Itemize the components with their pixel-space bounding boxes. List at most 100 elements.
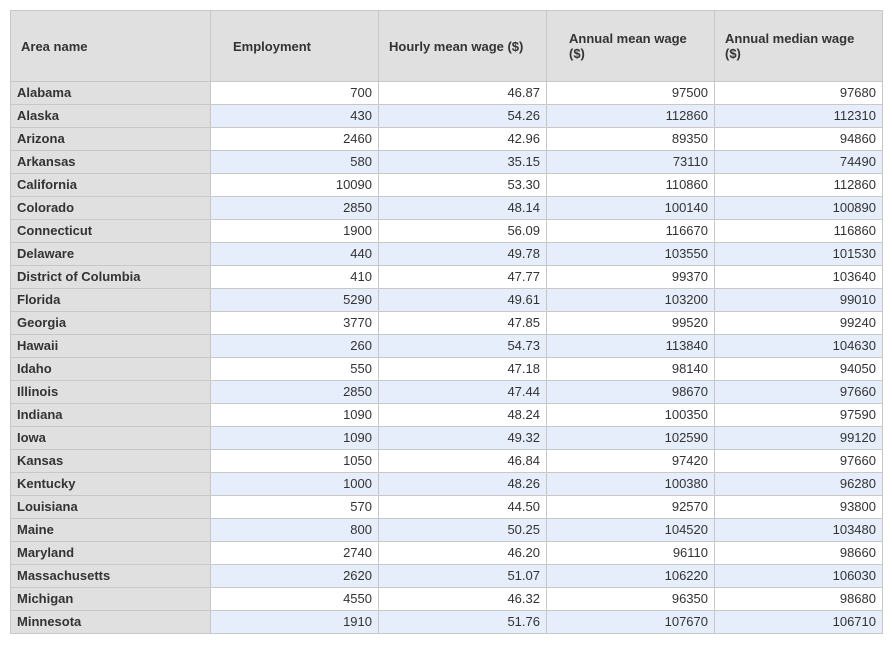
cell-hourly-mean: 46.32: [379, 588, 547, 611]
cell-employment: 1050: [211, 450, 379, 473]
cell-hourly-mean: 47.77: [379, 266, 547, 289]
cell-annual-median: 94860: [715, 128, 883, 151]
cell-annual-median: 96280: [715, 473, 883, 496]
cell-employment: 1910: [211, 611, 379, 634]
table-header: Area name Employment Hourly mean wage ($…: [11, 11, 883, 82]
col-hourly-mean-wage[interactable]: Hourly mean wage ($): [379, 11, 547, 82]
cell-hourly-mean: 49.61: [379, 289, 547, 312]
cell-annual-median: 101530: [715, 243, 883, 266]
table-row: Delaware44049.78103550101530: [11, 243, 883, 266]
cell-hourly-mean: 44.50: [379, 496, 547, 519]
table-row: Georgia377047.859952099240: [11, 312, 883, 335]
table-row: Indiana109048.2410035097590: [11, 404, 883, 427]
cell-employment: 3770: [211, 312, 379, 335]
cell-area-name: Illinois: [11, 381, 211, 404]
cell-annual-mean: 103200: [547, 289, 715, 312]
cell-hourly-mean: 51.76: [379, 611, 547, 634]
cell-annual-mean: 112860: [547, 105, 715, 128]
cell-hourly-mean: 46.84: [379, 450, 547, 473]
cell-employment: 430: [211, 105, 379, 128]
table-row: Kansas105046.849742097660: [11, 450, 883, 473]
cell-annual-median: 99120: [715, 427, 883, 450]
cell-annual-median: 97660: [715, 450, 883, 473]
cell-employment: 1090: [211, 427, 379, 450]
cell-area-name: California: [11, 174, 211, 197]
cell-annual-mean: 96110: [547, 542, 715, 565]
cell-hourly-mean: 47.44: [379, 381, 547, 404]
cell-annual-mean: 97420: [547, 450, 715, 473]
cell-area-name: Indiana: [11, 404, 211, 427]
cell-annual-mean: 102590: [547, 427, 715, 450]
cell-hourly-mean: 49.32: [379, 427, 547, 450]
cell-hourly-mean: 51.07: [379, 565, 547, 588]
cell-area-name: Arizona: [11, 128, 211, 151]
cell-annual-median: 94050: [715, 358, 883, 381]
cell-employment: 2850: [211, 197, 379, 220]
col-employment[interactable]: Employment: [211, 11, 379, 82]
table-row: Maryland274046.209611098660: [11, 542, 883, 565]
cell-area-name: Connecticut: [11, 220, 211, 243]
cell-employment: 1090: [211, 404, 379, 427]
cell-hourly-mean: 54.26: [379, 105, 547, 128]
cell-annual-median: 112310: [715, 105, 883, 128]
table-row: Arkansas58035.157311074490: [11, 151, 883, 174]
cell-employment: 2620: [211, 565, 379, 588]
table-row: Maine80050.25104520103480: [11, 519, 883, 542]
table-row: Michigan455046.329635098680: [11, 588, 883, 611]
cell-area-name: Maine: [11, 519, 211, 542]
cell-annual-mean: 99370: [547, 266, 715, 289]
table-row: Minnesota191051.76107670106710: [11, 611, 883, 634]
col-annual-median-wage[interactable]: Annual median wage ($): [715, 11, 883, 82]
cell-area-name: Minnesota: [11, 611, 211, 634]
cell-hourly-mean: 48.14: [379, 197, 547, 220]
cell-area-name: Kentucky: [11, 473, 211, 496]
cell-employment: 700: [211, 82, 379, 105]
cell-annual-mean: 107670: [547, 611, 715, 634]
cell-employment: 570: [211, 496, 379, 519]
cell-annual-mean: 98140: [547, 358, 715, 381]
cell-area-name: Florida: [11, 289, 211, 312]
cell-annual-mean: 110860: [547, 174, 715, 197]
cell-employment: 800: [211, 519, 379, 542]
cell-annual-mean: 103550: [547, 243, 715, 266]
cell-annual-median: 106710: [715, 611, 883, 634]
cell-employment: 4550: [211, 588, 379, 611]
cell-annual-median: 103640: [715, 266, 883, 289]
cell-area-name: Idaho: [11, 358, 211, 381]
cell-area-name: Hawaii: [11, 335, 211, 358]
cell-annual-mean: 100350: [547, 404, 715, 427]
cell-annual-median: 98660: [715, 542, 883, 565]
cell-annual-mean: 106220: [547, 565, 715, 588]
cell-area-name: Georgia: [11, 312, 211, 335]
table-row: Illinois285047.449867097660: [11, 381, 883, 404]
wage-table: Area name Employment Hourly mean wage ($…: [10, 10, 883, 634]
cell-area-name: Massachusetts: [11, 565, 211, 588]
cell-annual-mean: 113840: [547, 335, 715, 358]
cell-area-name: Alabama: [11, 82, 211, 105]
col-area-name[interactable]: Area name: [11, 11, 211, 82]
table-row: Alaska43054.26112860112310: [11, 105, 883, 128]
cell-area-name: Iowa: [11, 427, 211, 450]
cell-employment: 410: [211, 266, 379, 289]
cell-annual-median: 98680: [715, 588, 883, 611]
cell-hourly-mean: 50.25: [379, 519, 547, 542]
col-annual-mean-wage[interactable]: Annual mean wage ($): [547, 11, 715, 82]
cell-area-name: Kansas: [11, 450, 211, 473]
cell-area-name: Louisiana: [11, 496, 211, 519]
table-row: Louisiana57044.509257093800: [11, 496, 883, 519]
cell-annual-mean: 89350: [547, 128, 715, 151]
table-row: Kentucky100048.2610038096280: [11, 473, 883, 496]
cell-annual-mean: 116670: [547, 220, 715, 243]
table-row: Iowa109049.3210259099120: [11, 427, 883, 450]
cell-employment: 580: [211, 151, 379, 174]
cell-area-name: Arkansas: [11, 151, 211, 174]
cell-hourly-mean: 42.96: [379, 128, 547, 151]
cell-hourly-mean: 46.87: [379, 82, 547, 105]
cell-hourly-mean: 49.78: [379, 243, 547, 266]
cell-employment: 260: [211, 335, 379, 358]
cell-area-name: Michigan: [11, 588, 211, 611]
cell-area-name: Colorado: [11, 197, 211, 220]
cell-annual-median: 99010: [715, 289, 883, 312]
cell-hourly-mean: 47.85: [379, 312, 547, 335]
cell-annual-mean: 96350: [547, 588, 715, 611]
